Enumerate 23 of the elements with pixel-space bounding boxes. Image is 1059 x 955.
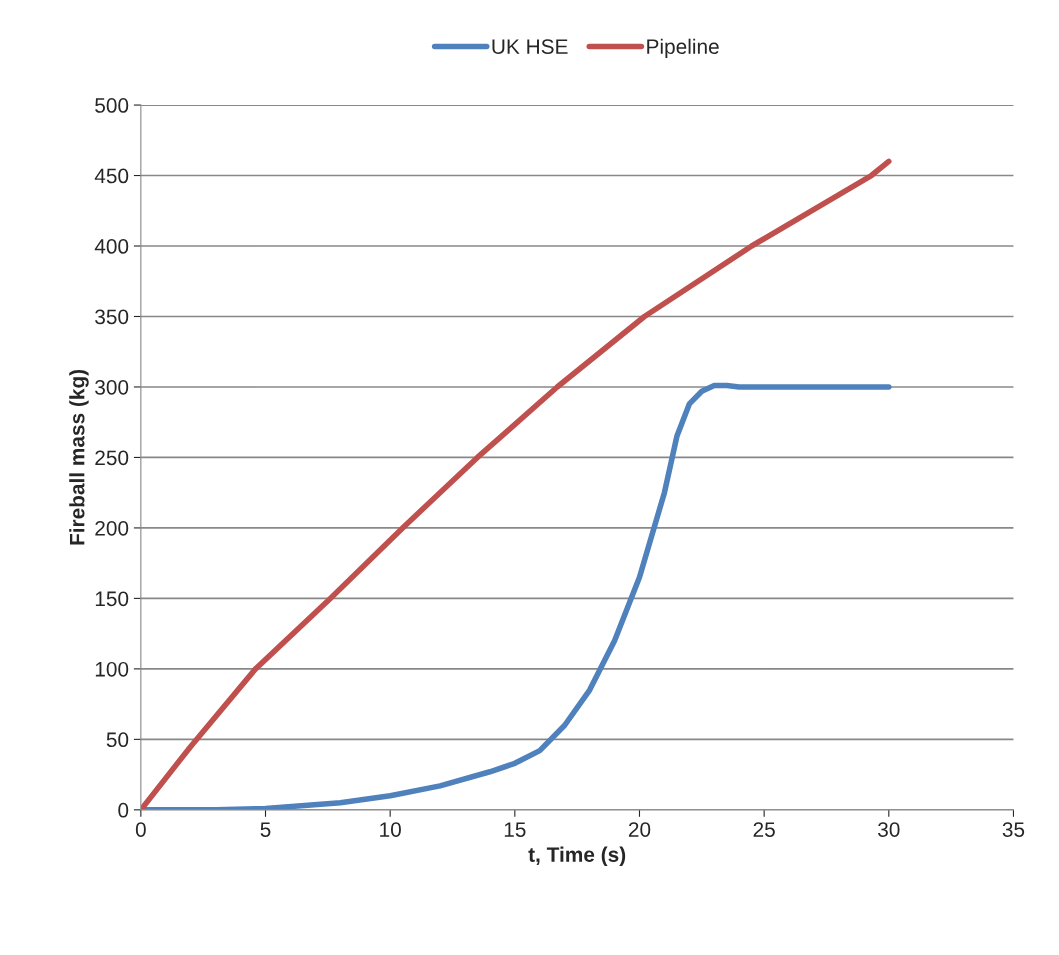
y-tick-label: 450 xyxy=(94,168,129,184)
y-tick-label: 400 xyxy=(94,239,129,254)
x-tick-label: 25 xyxy=(753,822,775,837)
x-axis-title: t, Time (s) xyxy=(528,846,626,867)
y-tick-label: 250 xyxy=(95,450,129,466)
x-tick-label: 30 xyxy=(878,822,900,837)
x-tick-label: 10 xyxy=(380,822,401,837)
y-tick-label: 350 xyxy=(95,309,129,325)
x-tick-label: 0 xyxy=(135,822,146,837)
x-tick-label: 35 xyxy=(1002,822,1025,837)
legend-label: Pipeline xyxy=(647,38,719,59)
y-tick-label: 50 xyxy=(106,732,129,748)
y-tick-label: 100 xyxy=(95,661,129,677)
x-tick-label: 20 xyxy=(628,822,651,837)
x-tick-label: 5 xyxy=(260,822,271,837)
y-axis-title: Fireball mass (kg) xyxy=(69,369,89,545)
y-tick-label: 150 xyxy=(95,591,129,607)
y-tick-label: 500 xyxy=(95,98,129,113)
y-tick-label: 0 xyxy=(118,802,129,818)
legend-label: UK HSE xyxy=(492,39,568,54)
y-tick-label: 300 xyxy=(95,379,129,395)
x-tick-label: 15 xyxy=(504,822,526,837)
y-tick-label: 200 xyxy=(95,520,129,536)
